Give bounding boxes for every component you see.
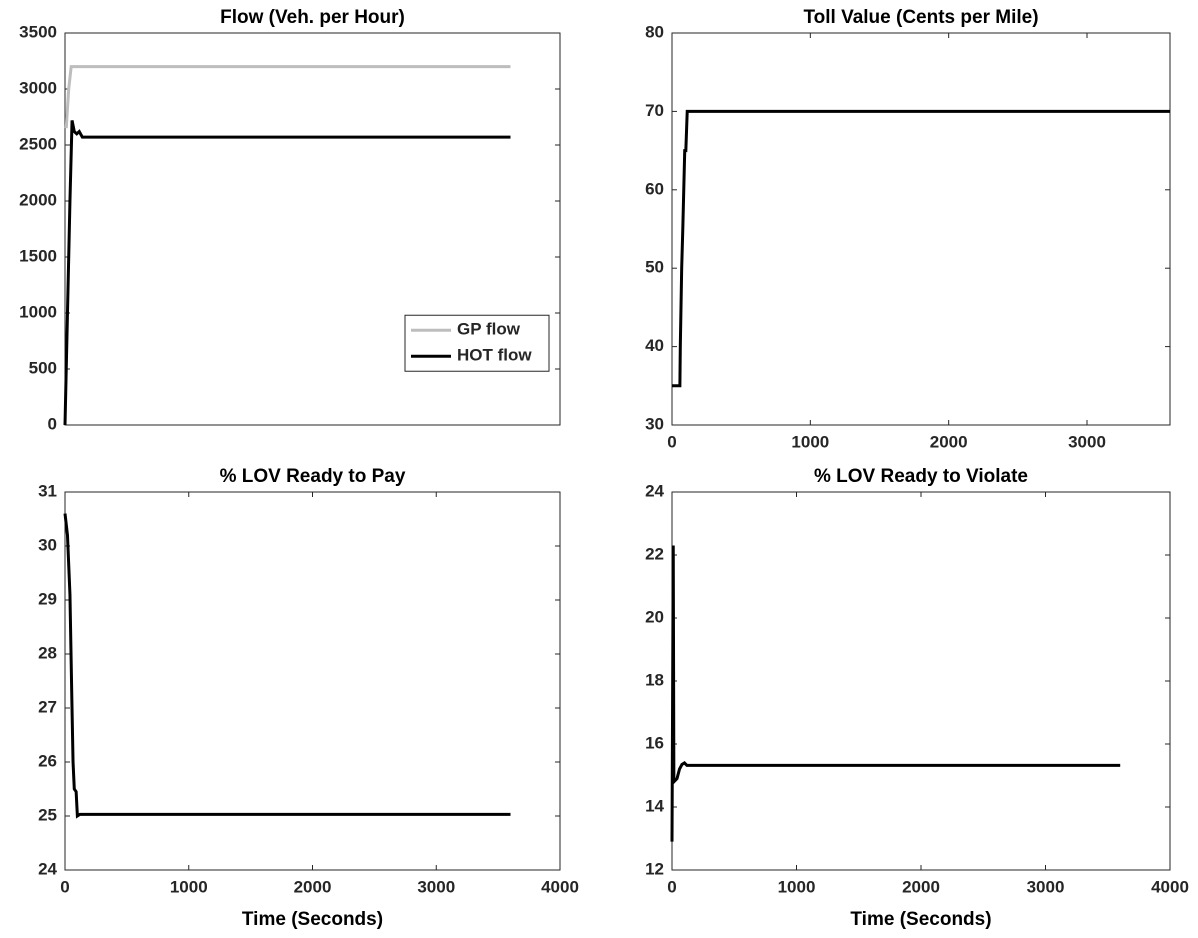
- y-tick-label: 20: [645, 607, 664, 626]
- y-tick-label: 1000: [19, 302, 57, 321]
- chart-title: Toll Value (Cents per Mile): [803, 7, 1038, 28]
- axes-box: [671, 32, 1171, 426]
- data-line: [64, 65, 511, 129]
- x-tick-label: 0: [60, 877, 69, 896]
- y-tick-label: 60: [645, 179, 664, 198]
- legend-box: [404, 314, 550, 372]
- y-tick-label: 14: [645, 796, 664, 815]
- x-tick-label: 2000: [930, 432, 968, 451]
- x-tick-label: 4000: [541, 877, 579, 896]
- y-tick-label: 40: [645, 336, 664, 355]
- y-tick-label: 31: [38, 481, 57, 500]
- axes-box: [671, 491, 1171, 871]
- y-tick-label: 22: [645, 544, 664, 563]
- y-tick-label: 2000: [19, 190, 57, 209]
- y-tick-label: 2500: [19, 134, 57, 153]
- y-tick-label: 70: [645, 101, 664, 120]
- y-tick-label: 26: [38, 751, 57, 770]
- y-tick-label: 500: [29, 358, 57, 377]
- y-tick-label: 50: [645, 258, 664, 277]
- x-tick-label: 4000: [1151, 877, 1189, 896]
- y-tick-label: 27: [38, 697, 57, 716]
- y-tick-label: 30: [38, 535, 57, 554]
- x-tick-label: 1000: [170, 877, 208, 896]
- data-line: [672, 109, 1170, 388]
- x-tick-label: 2000: [294, 877, 332, 896]
- x-tick-label: 1000: [791, 432, 829, 451]
- data-line: [670, 545, 1121, 842]
- y-tick-label: 29: [38, 589, 57, 608]
- x-axis-label: Time (Seconds): [242, 909, 383, 930]
- x-tick-label: 3000: [1068, 432, 1106, 451]
- y-tick-label: 12: [645, 859, 664, 878]
- chart-title: % LOV Ready to Violate: [814, 466, 1028, 487]
- data-line: [63, 120, 511, 426]
- y-tick-label: 0: [48, 414, 57, 433]
- legend-label: HOT flow: [457, 346, 532, 365]
- chart-title: % LOV Ready to Pay: [220, 466, 406, 487]
- y-tick-label: 28: [38, 643, 57, 662]
- x-tick-label: 1000: [778, 877, 816, 896]
- legend-label: GP flow: [457, 320, 521, 339]
- y-tick-label: 80: [645, 22, 664, 41]
- y-tick-label: 16: [645, 733, 664, 752]
- axes-box: [64, 491, 561, 871]
- x-tick-label: 2000: [902, 877, 940, 896]
- y-tick-label: 30: [645, 414, 664, 433]
- y-tick-label: 24: [38, 859, 57, 878]
- data-line: [63, 513, 511, 819]
- y-tick-label: 1500: [19, 246, 57, 265]
- x-axis-label: Time (Seconds): [850, 909, 991, 930]
- x-tick-label: 0: [667, 432, 676, 451]
- x-tick-label: 0: [667, 877, 676, 896]
- chart-title: Flow (Veh. per Hour): [220, 7, 405, 28]
- y-tick-label: 18: [645, 670, 664, 689]
- y-tick-label: 25: [38, 805, 57, 824]
- y-tick-label: 24: [645, 481, 664, 500]
- x-tick-label: 3000: [417, 877, 455, 896]
- y-tick-label: 3000: [19, 78, 57, 97]
- x-tick-label: 3000: [1027, 877, 1065, 896]
- y-tick-label: 3500: [19, 22, 57, 41]
